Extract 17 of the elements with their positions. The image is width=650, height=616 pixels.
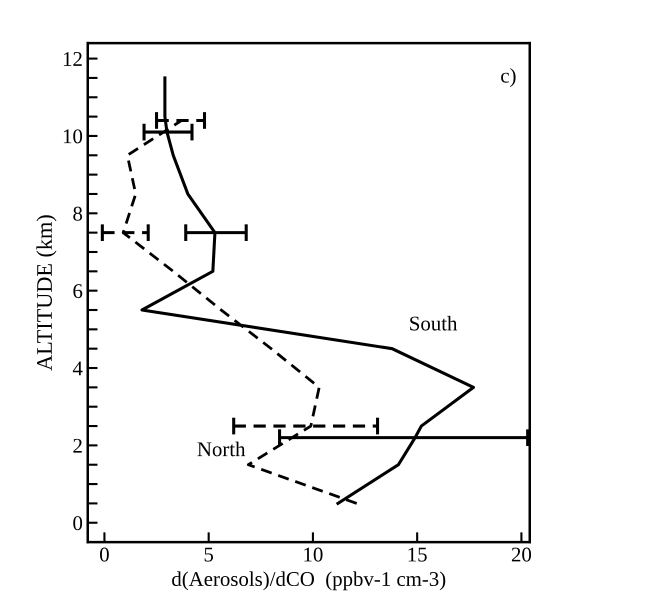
x-tick-label: 15 <box>408 548 427 562</box>
y-tick-label: 12 <box>64 52 82 66</box>
series-label: South <box>410 316 458 331</box>
y-tick-label: 6 <box>73 284 82 298</box>
x-tick-label: 20 <box>512 548 532 562</box>
y-tick-label: 0 <box>73 516 82 530</box>
x-tick-label: 0 <box>100 548 109 562</box>
series-label: North <box>198 442 246 456</box>
y-tick-label: 4 <box>72 362 83 376</box>
x-tick-label: 5 <box>204 548 214 562</box>
annotation: c) <box>501 68 516 87</box>
y-tick-label: 8 <box>73 206 82 221</box>
y-tick-label: 2 <box>73 438 82 453</box>
y-tick-label: 10 <box>64 129 82 144</box>
x-tick-label: 10 <box>304 548 323 562</box>
y-axis-title: ALTITUDE (km) <box>36 215 56 371</box>
x-axis-title: d(Aerosols)/dCO (ppbv-1 cm-3) <box>172 571 446 590</box>
